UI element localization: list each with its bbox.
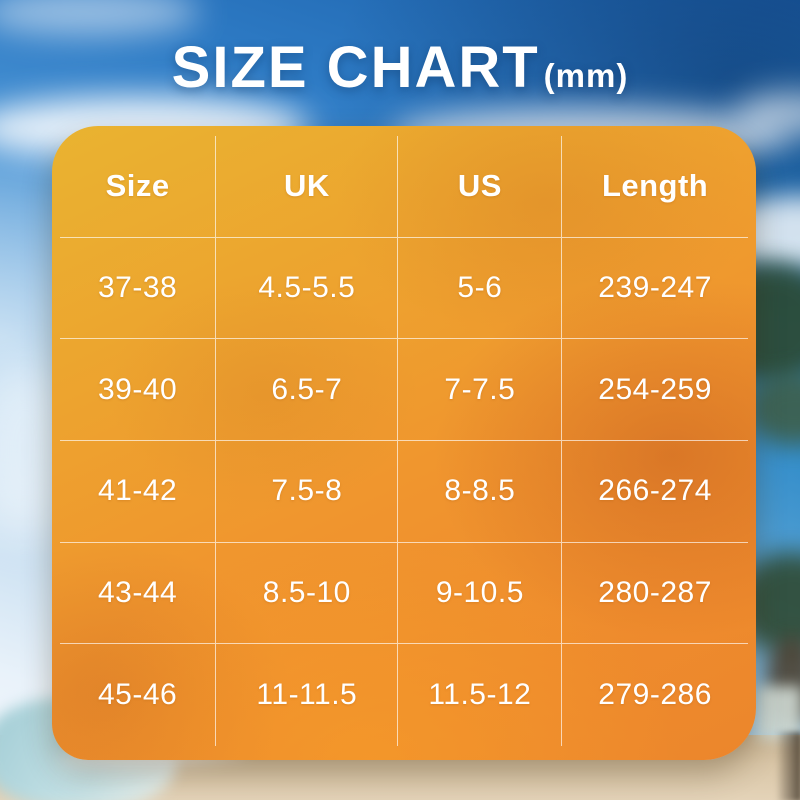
table-cell: 9-10.5 [398, 542, 563, 645]
size-chart-panel: Size UK US Length 37-38 4.5-5.5 5-6 239-… [52, 126, 756, 760]
title-unit: (mm) [543, 57, 629, 94]
table-cell: 37-38 [60, 237, 217, 340]
table-cell: 7.5-8 [216, 440, 399, 543]
table-cell: 11-11.5 [216, 644, 399, 746]
table-cell: 4.5-5.5 [216, 237, 399, 340]
table-cell: 7-7.5 [398, 339, 563, 441]
header-uk: UK [216, 136, 399, 238]
table-cell: 280-287 [562, 543, 748, 645]
table-cell: 279-286 [598, 678, 712, 712]
table-cell: 8.5-10 [216, 542, 399, 645]
shore-foam-patch [756, 686, 800, 740]
table-cell: 239-247 [562, 238, 748, 340]
header-size: Size [60, 136, 217, 238]
table-cell: 43-44 [60, 542, 217, 645]
table-cell: 5-6 [398, 237, 563, 340]
table-cell: 8-8.5 [398, 440, 563, 543]
palm-shadow-strip [778, 732, 800, 800]
table-cell: 39-40 [60, 339, 217, 441]
table-cell: 11.5-12 [398, 644, 563, 746]
page-title: SIZE CHART (mm) [0, 34, 800, 101]
header-length: Length [562, 136, 748, 238]
table-cell: 45-46 [60, 644, 217, 746]
table-cell: 266-274 [562, 441, 748, 543]
size-table: Size UK US Length 37-38 4.5-5.5 5-6 239-… [60, 136, 748, 746]
table-cell: 41-42 [60, 440, 217, 543]
table-cell: 254-259 [562, 339, 748, 441]
table-cell: 6.5-7 [216, 339, 399, 441]
title-text: SIZE CHART [171, 35, 540, 100]
header-us: US [398, 136, 563, 238]
